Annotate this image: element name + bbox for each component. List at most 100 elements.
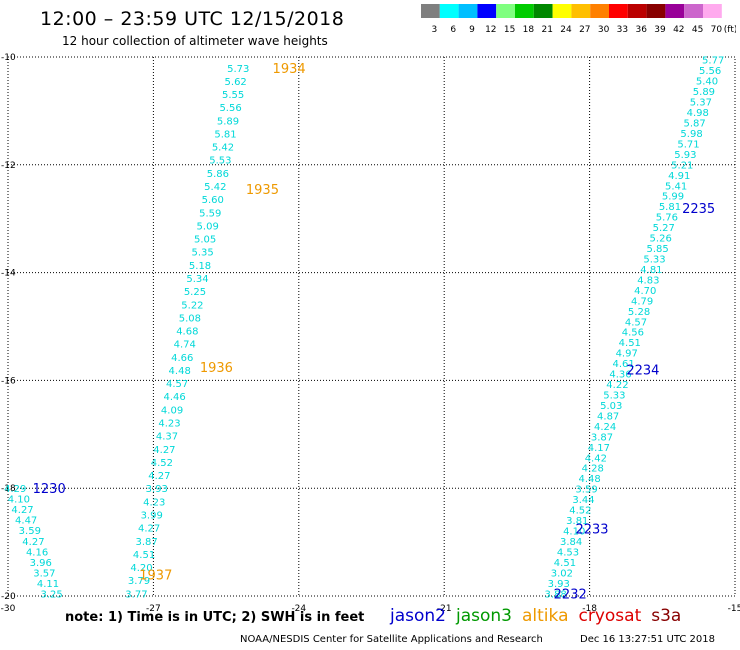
legend-swatch-18 — [515, 4, 534, 18]
wave-height-value: 4.27 — [11, 505, 33, 516]
pass-time-label: 1936 — [200, 361, 233, 376]
wave-height-value: 3.25 — [40, 589, 62, 600]
pass-time-label: 2234 — [626, 364, 659, 379]
legend-label-42: 42 — [673, 25, 684, 35]
legend-label-6: 6 — [450, 25, 456, 35]
wave-height-value: 4.28 — [582, 464, 604, 475]
x-tick-label: -27 — [146, 604, 161, 614]
wave-height-value: 5.27 — [653, 223, 675, 234]
wave-height-value: 4.37 — [156, 432, 178, 443]
legend-swatch-70 — [703, 4, 722, 18]
wave-height-value: 3.02 — [551, 568, 573, 579]
wave-height-value: 4.51 — [619, 338, 641, 349]
wave-height-value: 5.89 — [217, 116, 239, 127]
wave-height-value: 4.51 — [554, 558, 576, 569]
legend-label-3: 3 — [432, 25, 438, 35]
pass-time-label: 1934 — [273, 62, 306, 77]
wave-height-value: 4.56 — [622, 328, 644, 339]
wave-height-value: 5.73 — [227, 64, 249, 75]
legend-swatch-15 — [496, 4, 515, 18]
wave-height-value: 5.09 — [197, 221, 219, 232]
wave-height-value: 4.46 — [163, 392, 185, 403]
legend-swatch-3 — [421, 4, 440, 18]
wave-height-value: 5.89 — [693, 87, 715, 98]
legend-swatch-36 — [627, 4, 647, 18]
wave-height-value: 5.26 — [650, 234, 672, 245]
wave-height-value: 5.03 — [600, 401, 622, 412]
wave-height-value: 3.87 — [135, 537, 157, 548]
x-tick-label: -18 — [582, 604, 597, 614]
wave-height-value: 4.51 — [133, 550, 155, 561]
pass-time-label: 1937 — [139, 568, 172, 583]
wave-height-value: 5.71 — [677, 139, 699, 150]
wave-height-value: 5.59 — [199, 208, 221, 219]
wave-height-value: 3.87 — [591, 432, 613, 443]
wave-height-value: 4.61 — [612, 359, 634, 370]
wave-height-value: 5.60 — [202, 195, 224, 206]
wave-height-plot: -30 -27 -24 -21 -18 -15 -10 -12 -14 -16 -18 -20 4.29… — [1, 53, 740, 614]
pass-time-label: 2233 — [575, 523, 608, 538]
wave-height-value: 3.93 — [548, 579, 570, 590]
wave-height-value: 5.35 — [191, 248, 213, 259]
legend-label-18: 18 — [523, 25, 535, 35]
wave-height-value: 3.79 — [128, 576, 150, 587]
wave-height-value: 4.48 — [169, 366, 191, 377]
wave-height-value: 4.16 — [26, 547, 48, 558]
wave-height-value: 5.53 — [209, 156, 231, 167]
wave-height-value: 4.66 — [171, 353, 193, 364]
legend-swatch-6 — [439, 4, 459, 18]
legend-label-70: 70 — [711, 25, 723, 35]
legend-label-15: 15 — [504, 25, 515, 35]
satellite-name-jason2: jason2 — [390, 606, 446, 626]
wave-height-value: 5.86 — [207, 169, 229, 180]
x-tick-label: -30 — [1, 604, 16, 614]
wave-height-value: 5.21 — [671, 160, 693, 171]
wave-height-value: 5.28 — [628, 307, 650, 318]
wave-height-value: 3.96 — [30, 558, 52, 569]
wave-height-value: 3.99 — [141, 510, 163, 521]
legend-swatch-45 — [684, 4, 703, 18]
wave-height-value: 4.97 — [616, 349, 638, 360]
wave-height-value: 5.93 — [674, 150, 696, 161]
legend-label-21: 21 — [541, 25, 552, 35]
wave-height-value: 5.56 — [699, 66, 721, 77]
x-tick-label: -15 — [728, 604, 740, 614]
plot-frame — [7, 56, 736, 597]
footer-note: note: 1) Time is in UTC; 2) SWH is in fe… — [65, 610, 365, 625]
satellite-legend: jason2 jason3 altika cryosat s3a — [390, 606, 691, 626]
wave-height-value: 4.36 — [609, 370, 631, 381]
wave-height-value: 4.09 — [161, 405, 183, 416]
legend-swatch-27 — [571, 4, 591, 18]
pass-time-label: 1935 — [246, 183, 279, 198]
wave-height-value: 4.57 — [166, 379, 188, 390]
wave-height-value: 4.74 — [174, 340, 196, 351]
legend-swatch-33 — [609, 4, 628, 18]
wave-height-value: 5.76 — [656, 213, 678, 224]
wave-height-value: 4.68 — [176, 327, 198, 338]
wave-height-value: 5.41 — [665, 181, 687, 192]
wave-height-value: 4.91 — [668, 171, 690, 182]
y-tick-label: -10 — [1, 53, 16, 63]
legend-swatch-24 — [552, 4, 572, 18]
wave-height-value: 4.23 — [143, 497, 165, 508]
legend-label-33: 33 — [617, 25, 628, 35]
legend-swatch-39 — [646, 4, 666, 18]
wave-height-value: 4.79 — [631, 296, 653, 307]
wave-height-value: 4.98 — [687, 108, 709, 119]
wave-height-value: 3.44 — [572, 495, 594, 506]
wave-height-value: 4.52 — [151, 458, 173, 469]
wave-height-value: 4.27 — [22, 537, 44, 548]
wave-height-value: 4.27 — [148, 471, 170, 482]
wave-height-value: 4.53 — [557, 547, 579, 558]
wave-height-value: 5.62 — [225, 77, 247, 88]
satellite-name-s3a: s3a — [651, 606, 682, 626]
wave-height-value: 5.40 — [696, 77, 718, 88]
pass-time-label: 1230 — [33, 482, 66, 497]
wave-height-value: 4.83 — [637, 275, 659, 286]
satellite-name-altika: altika — [522, 606, 569, 626]
wave-height-value: 5.37 — [690, 98, 712, 109]
wave-height-value: 4.24 — [594, 422, 616, 433]
wave-height-value: 5.05 — [194, 235, 216, 246]
wave-height-value: 4.23 — [158, 419, 180, 430]
